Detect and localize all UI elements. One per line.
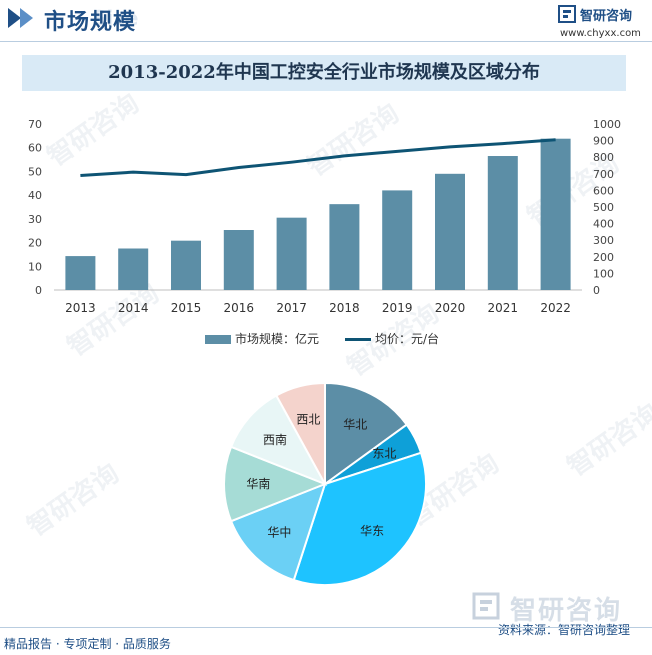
y-right-tick-label: 900 <box>593 135 614 148</box>
bar <box>65 256 96 290</box>
pie-slice-label: 西南 <box>263 432 287 447</box>
y-right-tick-label: 1000 <box>593 118 621 131</box>
pie-slice <box>292 451 427 586</box>
y-left-tick-label: 10 <box>28 260 42 273</box>
avg-price-line <box>80 138 556 177</box>
pie-slice-label: 西北 <box>296 412 320 426</box>
header-divider <box>0 41 652 42</box>
bar <box>540 138 571 290</box>
bar <box>435 173 465 290</box>
pie-slice <box>223 445 328 523</box>
x-tick-label: 2016 <box>224 301 255 315</box>
chart-title: 2013-2022年中国工控安全行业市场规模及区域分布 <box>108 62 540 83</box>
y-left-tick-label: 70 <box>28 118 42 131</box>
source-note: 资料来源：智研咨询整理 <box>498 623 631 637</box>
footer-slogan: 精品报告 · 专项定制 · 品质服务 <box>4 637 171 651</box>
x-tick-label: 2017 <box>276 301 307 315</box>
y-right-tick-label: 100 <box>593 267 614 280</box>
watermark: 智研咨询 <box>562 398 652 483</box>
legend-item-market-size: 市场规模：亿元 <box>205 330 319 347</box>
arrow-icon <box>20 8 33 28</box>
x-tick-label: 2020 <box>435 301 466 315</box>
footer-brand-watermark: 智研咨询 <box>510 596 623 626</box>
y-right-tick-label: 800 <box>593 151 614 164</box>
brand-logo-icon <box>558 5 576 23</box>
bar <box>171 240 201 290</box>
brand-url: www.chyxx.com <box>560 28 641 39</box>
x-tick-label: 2014 <box>118 301 149 315</box>
header-ghost-text: Size <box>92 6 139 30</box>
x-tick-label: 2021 <box>488 301 519 315</box>
bar-line-chart: 0102030405060700100200300400500600700800… <box>28 118 621 315</box>
chart-title-bar: 2013-2022年中国工控安全行业市场规模及区域分布 <box>22 55 626 91</box>
bar <box>382 190 413 290</box>
pie-slice <box>274 381 326 485</box>
y-right-tick-label: 200 <box>593 251 614 264</box>
x-tick-label: 2018 <box>329 301 360 315</box>
y-left-tick-label: 60 <box>28 142 42 155</box>
pie-slice-label: 东北 <box>372 447 396 461</box>
bar <box>118 248 149 290</box>
bar <box>487 156 518 290</box>
pie-slice <box>229 394 328 486</box>
y-left-tick-label: 20 <box>28 237 42 250</box>
y-right-tick-label: 300 <box>593 234 614 247</box>
pie-slice-label: 华东 <box>360 524 384 538</box>
bar <box>223 230 254 290</box>
y-left-tick-label: 0 <box>35 284 42 297</box>
x-tick-label: 2013 <box>65 301 96 315</box>
pie-slice-label: 华中 <box>267 525 291 540</box>
bar <box>329 204 360 290</box>
y-right-tick-label: 500 <box>593 201 614 214</box>
pie-slice-label: 华南 <box>246 476 270 491</box>
x-tick-label: 2019 <box>382 301 413 315</box>
pie-slice <box>324 381 409 486</box>
legend-label: 均价：元/台 <box>375 332 440 346</box>
brand-logo-icon <box>472 592 500 620</box>
page-header: Size 市场规模 智研咨询 www.chyxx.com <box>0 0 652 42</box>
y-left-tick-label: 30 <box>28 213 42 226</box>
y-left-tick-label: 50 <box>28 165 42 178</box>
y-left-tick-label: 40 <box>28 189 42 202</box>
brand-name: 智研咨询 <box>580 9 633 24</box>
legend-label: 市场规模：亿元 <box>235 332 320 346</box>
footer-divider <box>0 627 652 628</box>
legend-bar-swatch <box>205 335 231 344</box>
legend-line-swatch <box>345 338 371 341</box>
pie-slice-label: 华北 <box>343 418 367 432</box>
watermark: 智研咨询 <box>22 458 125 543</box>
pie-slice <box>229 482 327 582</box>
y-right-tick-label: 400 <box>593 218 614 231</box>
legend-item-avg-price: 均价：元/台 <box>345 330 439 347</box>
y-right-tick-label: 0 <box>593 284 600 297</box>
y-right-tick-label: 700 <box>593 168 614 181</box>
x-tick-label: 2022 <box>540 301 571 315</box>
section-title: 市场规模 <box>44 10 137 35</box>
y-right-tick-label: 600 <box>593 184 614 197</box>
arrow-icon <box>8 8 21 28</box>
bar <box>276 217 307 290</box>
x-tick-label: 2015 <box>171 301 202 315</box>
